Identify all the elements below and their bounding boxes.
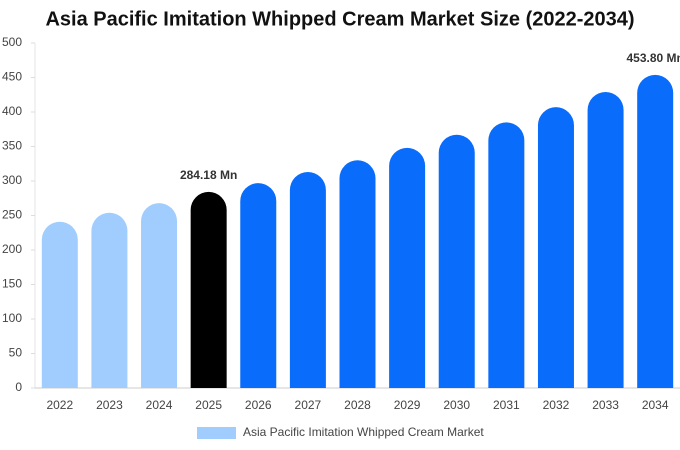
y-tick-label: 50 [9,346,23,360]
bar [91,212,128,388]
x-tick-label: 2024 [146,398,173,412]
y-tick-label: 250 [2,208,22,222]
x-tick-label: 2033 [592,398,619,412]
legend-label: Asia Pacific Imitation Whipped Cream Mar… [243,425,484,439]
bar [587,91,624,389]
bar [141,203,178,388]
legend-swatch [197,427,236,439]
x-tick-label: 2032 [543,398,570,412]
x-tick-label: 2027 [295,398,322,412]
bar [240,183,277,388]
value-label: 284.18 Mn [180,168,237,182]
y-tick-label: 100 [2,311,22,325]
bar [41,221,78,388]
y-tick-label: 350 [2,139,22,153]
y-tick-label: 500 [2,35,22,49]
x-tick-label: 2031 [493,398,520,412]
x-tick-label: 2026 [245,398,272,412]
x-tick-label: 2025 [195,398,222,412]
y-tick-label: 300 [2,173,22,187]
x-tick-label: 2034 [642,398,669,412]
x-tick-label: 2030 [443,398,470,412]
y-tick-label: 450 [2,70,22,84]
bar [289,172,326,388]
y-tick-label: 150 [2,277,22,291]
x-tick-label: 2022 [46,398,73,412]
bar [438,134,475,388]
bar [190,191,227,388]
bar [637,74,674,389]
bar [389,147,426,388]
chart-title: Asia Pacific Imitation Whipped Cream Mar… [45,8,634,30]
x-tick-label: 2029 [394,398,421,412]
bar [488,122,525,388]
bar [537,107,574,389]
x-tick-label: 2023 [96,398,123,412]
value-label: 453.80 Mn [627,51,680,65]
y-tick-label: 200 [2,242,22,256]
y-tick-label: 0 [15,380,22,394]
bar [339,160,376,388]
y-tick-label: 400 [2,104,22,118]
x-tick-label: 2028 [344,398,371,412]
